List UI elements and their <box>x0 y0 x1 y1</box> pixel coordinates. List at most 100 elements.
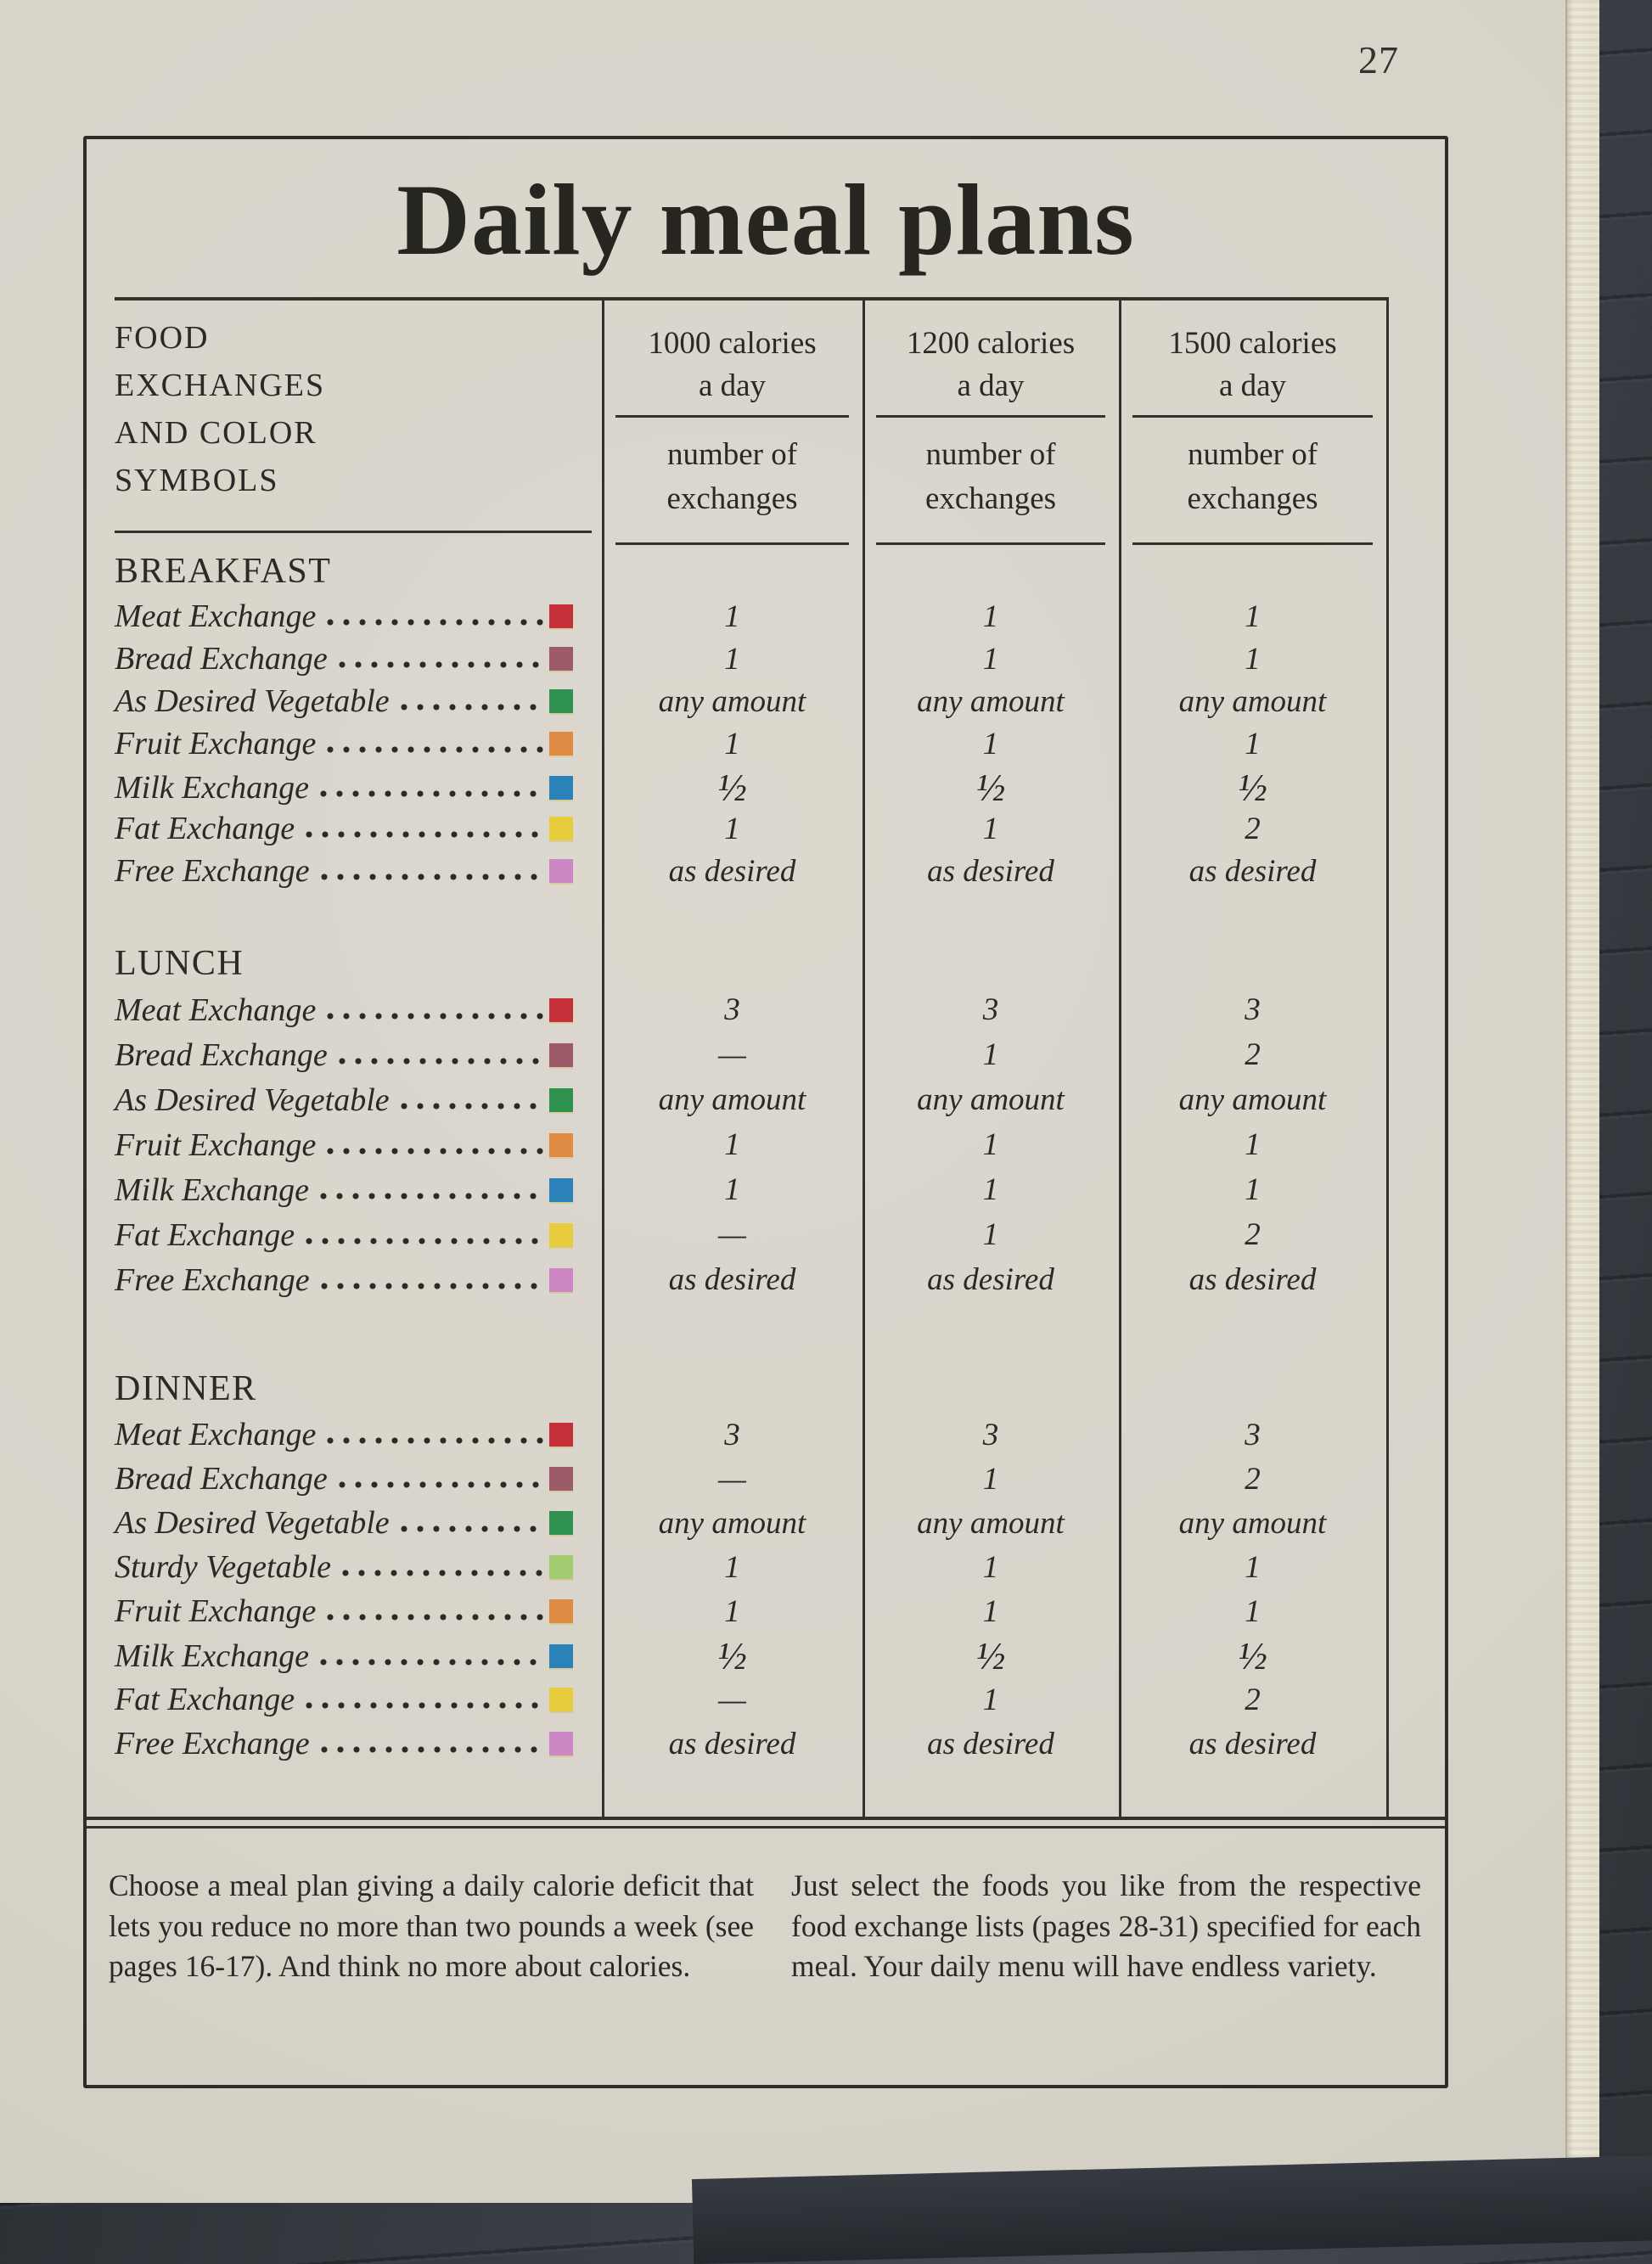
table-row-fat-exchange: Fat Exchange — 1 2 <box>115 1677 1386 1722</box>
dotted-leader <box>396 1508 546 1537</box>
calories-line: 1500 calories <box>1168 326 1337 361</box>
number-of-line: number of <box>1187 437 1318 472</box>
exchange-value: 2 <box>1245 1461 1261 1497</box>
exchange-value: 1 <box>982 1217 999 1252</box>
table-header: FOOD EXCHANGES AND COLOR SYMBOLS 1000 ca… <box>115 301 1386 545</box>
exchange-value: 1 <box>724 1172 740 1207</box>
row-label-cell: Free Exchange <box>115 1261 602 1299</box>
page-number: 27 <box>1358 38 1399 81</box>
exchange-value: 1 <box>982 1682 999 1717</box>
exchange-value: — <box>718 1217 746 1252</box>
table-row-fat-exchange: Fat Exchange — 1 2 <box>115 1212 1386 1257</box>
exchange-value: 1 <box>724 1127 740 1162</box>
row-label: Fruit Exchange <box>115 1593 317 1629</box>
yellow-square-icon <box>549 817 573 840</box>
exchange-value: any amount <box>1178 683 1327 719</box>
dotted-leader <box>334 1040 546 1070</box>
header-line: SYMBOLS <box>115 463 279 498</box>
table-gridline <box>863 301 865 1817</box>
maroon-square-icon <box>549 1042 573 1067</box>
row-label-cell: Meat Exchange <box>115 598 602 635</box>
row-label: Bread Exchange <box>115 1036 328 1073</box>
dotted-leader <box>316 857 546 885</box>
row-label-cell: As Desired Vegetable <box>115 1081 602 1119</box>
row-label: Bread Exchange <box>115 641 328 677</box>
dotted-leader <box>316 1729 546 1758</box>
row-label: Milk Exchange <box>115 769 309 806</box>
exchange-value: 1 <box>982 811 999 846</box>
table-bottom-double-rule <box>87 1817 1445 1829</box>
exchange-value: 1 <box>1245 1127 1261 1162</box>
table-row-bread-exchange: Bread Exchange 1 1 1 <box>115 638 1386 680</box>
exchange-value: 3 <box>1245 1417 1261 1452</box>
exchange-count-label: number of exchanges <box>876 426 1105 545</box>
row-label-cell: Fruit Exchange <box>115 1593 602 1630</box>
row-label-cell: As Desired Vegetable <box>115 683 602 720</box>
red-square-icon <box>549 604 573 628</box>
exchange-value: as desired <box>1188 1726 1317 1761</box>
dotted-leader <box>323 729 546 758</box>
exchange-value: 1 <box>724 598 740 634</box>
row-label-cell: Bread Exchange <box>115 640 602 677</box>
row-label-cell: Fruit Exchange <box>115 1126 602 1164</box>
table-row-fruit-exchange: Fruit Exchange 1 1 1 <box>115 1589 1386 1633</box>
row-label: Fruit Exchange <box>115 726 317 761</box>
table-row-milk-exchange: Milk Exchange ½ ½ ½ <box>115 1633 1386 1677</box>
red-square-icon <box>549 997 573 1022</box>
exchange-value: 1 <box>982 1037 999 1072</box>
exchange-value: 1 <box>982 1127 999 1162</box>
exchange-value: ½ <box>717 1634 747 1677</box>
row-label: Sturdy Vegetable <box>115 1549 332 1585</box>
green-square-icon <box>549 689 573 713</box>
dotted-leader <box>301 1685 546 1714</box>
exchange-value: 1 <box>1245 1593 1261 1629</box>
dotted-leader <box>301 814 546 843</box>
exchange-value: 3 <box>1245 992 1261 1027</box>
dotted-leader <box>396 1085 546 1115</box>
row-label-cell: Meat Exchange <box>115 1416 602 1453</box>
exchange-value: 1 <box>982 1461 999 1497</box>
exchange-value: any amount <box>658 1505 806 1541</box>
exchange-value: 1 <box>724 1549 740 1585</box>
row-label: As Desired Vegetable <box>115 1505 390 1541</box>
row-label: Fat Exchange <box>115 811 295 846</box>
row-label: Free Exchange <box>115 1261 310 1298</box>
exchange-value: 2 <box>1245 811 1261 846</box>
column-header-1200-calories: 1200 calories a day number of exchanges <box>863 301 1119 545</box>
row-label: Bread Exchange <box>115 1461 328 1497</box>
table-row-free-exchange: Free Exchange as desired as desired as desi… <box>115 1722 1386 1766</box>
table-gridline <box>602 301 604 1817</box>
footer-paragraph-right: Just select the foods you like from the … <box>791 1868 1421 1983</box>
exchange-value: 1 <box>724 641 740 677</box>
table-row-meat-exchange: Meat Exchange 1 1 1 <box>115 595 1386 638</box>
row-label-cell: Free Exchange <box>115 1725 602 1762</box>
per-day-line: a day <box>698 368 767 403</box>
table-row-bread-exchange: Bread Exchange — 1 2 <box>115 1032 1386 1077</box>
row-label-cell: Milk Exchange <box>115 769 602 806</box>
table-row-milk-exchange: Milk Exchange ½ ½ ½ <box>115 765 1386 809</box>
table-row-free-exchange: Free Exchange as desired as desired as desi… <box>115 1257 1386 1302</box>
row-label: Meat Exchange <box>115 598 317 634</box>
row-label: Meat Exchange <box>115 992 317 1028</box>
row-label: As Desired Vegetable <box>115 1081 390 1118</box>
table-row-as-desired-vegetable: As Desired Vegetable any amount any amount… <box>115 680 1386 722</box>
blue-square-icon <box>549 775 573 800</box>
yellow-square-icon <box>549 1688 573 1711</box>
exchange-value: as desired <box>668 1262 796 1297</box>
exchange-value: ½ <box>1238 1634 1267 1677</box>
footer-paragraph-left: Choose a meal plan giving a daily calori… <box>109 1868 754 1983</box>
row-label-cell: Bread Exchange <box>115 1036 602 1074</box>
row-label: Fat Exchange <box>115 1682 295 1717</box>
exchanges-line: exchanges <box>666 481 798 516</box>
meal-section-breakfast: BREAKFAST Meat Exchange 1 1 1 Bread Exchange 1… <box>115 544 1386 892</box>
section-header-lunch: LUNCH <box>115 944 244 983</box>
exchange-value: any amount <box>917 1082 1065 1117</box>
exchange-value: — <box>718 1037 746 1072</box>
column-header-1500-calories: 1500 calories a day number of exchanges <box>1119 301 1386 545</box>
row-label-cell: Sturdy Vegetable <box>115 1548 602 1586</box>
exchange-value: as desired <box>668 1726 796 1761</box>
exchange-value: as desired <box>1188 1262 1317 1297</box>
orange-square-icon <box>549 732 573 756</box>
number-of-line: number of <box>666 437 798 472</box>
row-label: Free Exchange <box>115 853 310 889</box>
